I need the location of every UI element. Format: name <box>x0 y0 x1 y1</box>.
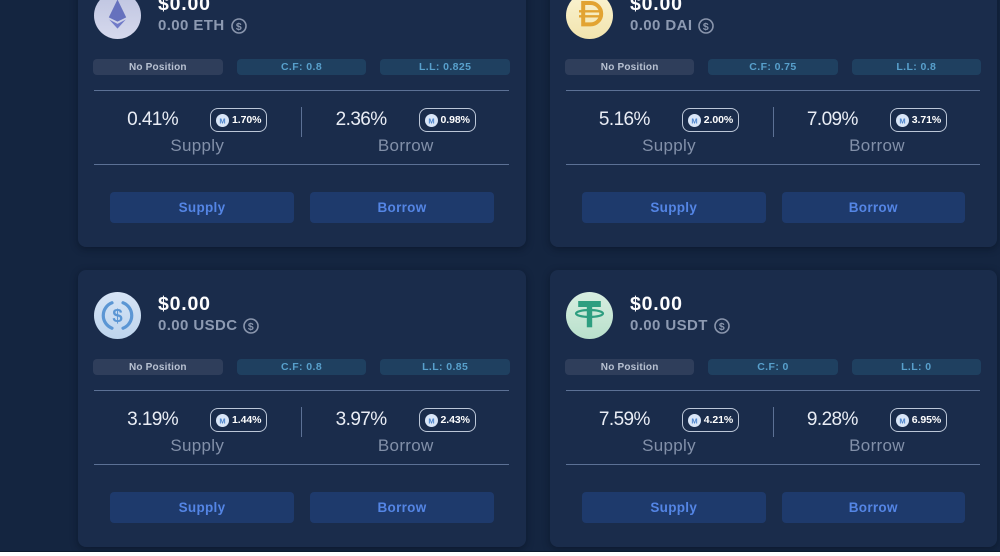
svg-text:$: $ <box>112 305 123 326</box>
svg-text:M: M <box>219 116 225 125</box>
svg-text:M: M <box>691 416 697 425</box>
svg-text:M: M <box>219 416 225 425</box>
svg-text:$: $ <box>248 320 254 332</box>
svg-text:$: $ <box>703 20 709 32</box>
svg-text:M: M <box>899 116 905 125</box>
svg-text:M: M <box>428 416 434 425</box>
svg-text:M: M <box>899 416 905 425</box>
svg-text:M: M <box>428 116 434 125</box>
svg-text:$: $ <box>235 20 241 32</box>
svg-text:$: $ <box>719 320 725 332</box>
svg-text:M: M <box>691 116 697 125</box>
